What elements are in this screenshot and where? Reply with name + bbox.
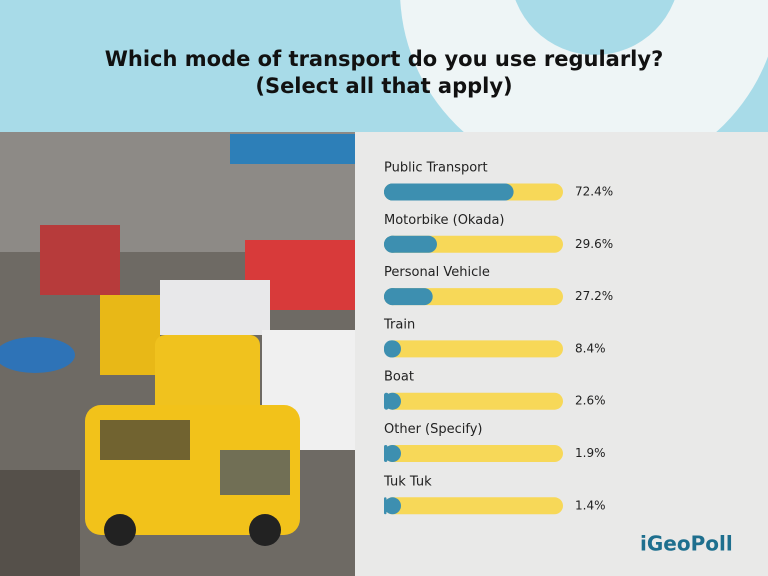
decor-circle bbox=[515, 0, 675, 55]
category-label: Boat bbox=[384, 370, 414, 385]
category-label: Motorbike (Okada) bbox=[384, 213, 505, 228]
category-label: Public Transport bbox=[384, 161, 488, 176]
brand-logo: iGeoPoll bbox=[640, 532, 733, 556]
bar bbox=[384, 445, 388, 462]
value-label: 27.2% bbox=[575, 289, 613, 303]
value-label: 1.4% bbox=[575, 498, 606, 512]
bar-track bbox=[384, 340, 563, 358]
category-label: Personal Vehicle bbox=[384, 265, 490, 280]
value-label: 8.4% bbox=[575, 341, 606, 355]
category-label: Other (Specify) bbox=[384, 422, 483, 437]
photo bbox=[0, 132, 355, 576]
bar-track bbox=[384, 497, 563, 515]
bar bbox=[384, 392, 389, 410]
category-label: Tuk Tuk bbox=[383, 474, 432, 489]
bar-track bbox=[384, 445, 563, 462]
bar-cap bbox=[384, 445, 401, 462]
value-label: 72.4% bbox=[575, 185, 613, 199]
bar bbox=[384, 183, 514, 201]
bar bbox=[384, 235, 437, 253]
decor-circle bbox=[400, 0, 768, 132]
value-label: 2.6% bbox=[575, 394, 606, 408]
bar-cap bbox=[384, 497, 401, 515]
chart-title: Which mode of transport do you use regul… bbox=[105, 47, 664, 71]
chart-subtitle: (Select all that apply) bbox=[255, 74, 512, 98]
category-label: Train bbox=[383, 317, 415, 332]
bar bbox=[384, 288, 433, 306]
bar-track bbox=[384, 392, 563, 410]
value-label: 1.9% bbox=[575, 446, 606, 460]
bar bbox=[384, 497, 387, 515]
bar bbox=[384, 340, 400, 358]
value-label: 29.6% bbox=[575, 237, 613, 251]
